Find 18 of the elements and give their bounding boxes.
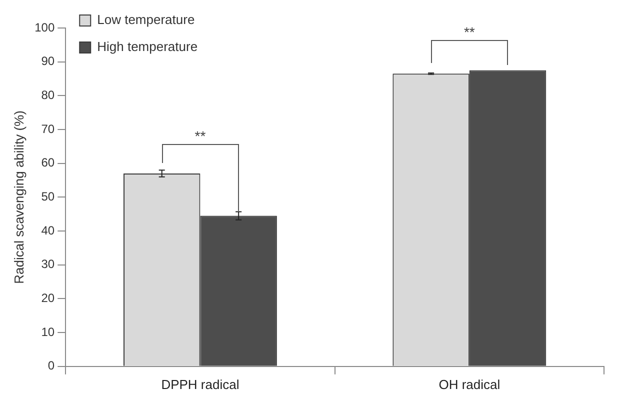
y-tick-label: 80 — [41, 88, 55, 102]
x-tick-label: OH radical — [438, 376, 500, 392]
y-axis-title: Radical scavenging ability (%) — [11, 110, 26, 284]
y-tick-label: 20 — [41, 291, 55, 306]
annotation: ** — [194, 128, 206, 144]
y-tick-label: 100 — [34, 20, 55, 34]
y-tick-label: 0 — [48, 358, 55, 373]
legend-label: High temperature — [97, 39, 198, 54]
annotation: ** — [464, 24, 475, 40]
x-tick-label: DPPH radical — [161, 376, 240, 392]
y-tick-label: 90 — [41, 54, 55, 68]
y-tick-label: 50 — [41, 190, 55, 204]
y-tick-label: 10 — [41, 324, 55, 339]
y-tick-label: 40 — [41, 223, 55, 238]
y-tick-label: 30 — [41, 257, 55, 272]
y-tick-label: 70 — [41, 122, 55, 136]
legend-label: Low temperature — [97, 12, 195, 28]
y-tick-label: 60 — [41, 156, 55, 170]
